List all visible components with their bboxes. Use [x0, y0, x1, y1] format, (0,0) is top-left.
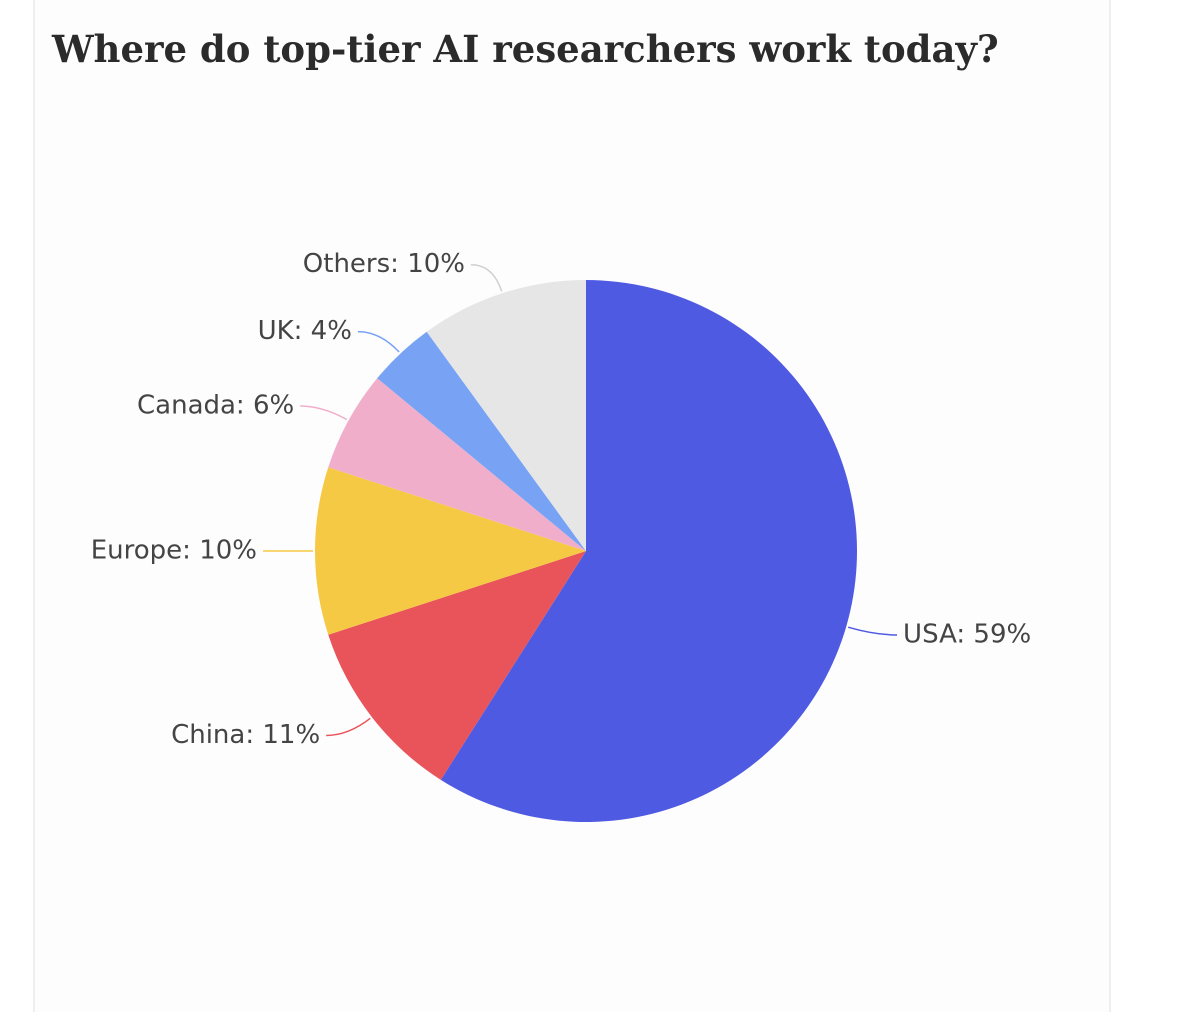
slice-label: Canada: 6%	[137, 390, 294, 420]
pie-slice	[328, 551, 586, 780]
chart-title: Where do top-tier AI researchers work to…	[51, 27, 999, 71]
leader-line	[326, 717, 371, 737]
leader-line	[847, 626, 898, 636]
pie-slice	[426, 280, 586, 551]
leader-line	[470, 263, 503, 292]
slice-label: China: 11%	[171, 720, 320, 750]
pie-slice	[315, 467, 586, 635]
leader-line	[357, 330, 400, 353]
pie-slice	[328, 378, 586, 551]
slice-label: Others: 10%	[303, 249, 465, 279]
slice-label: Europe: 10%	[91, 536, 257, 566]
leader-line	[300, 405, 348, 421]
slice-label: UK: 4%	[258, 316, 352, 346]
pie-slice	[377, 331, 586, 551]
pie-slice	[440, 280, 858, 823]
slice-label: USA: 59%	[903, 619, 1031, 649]
